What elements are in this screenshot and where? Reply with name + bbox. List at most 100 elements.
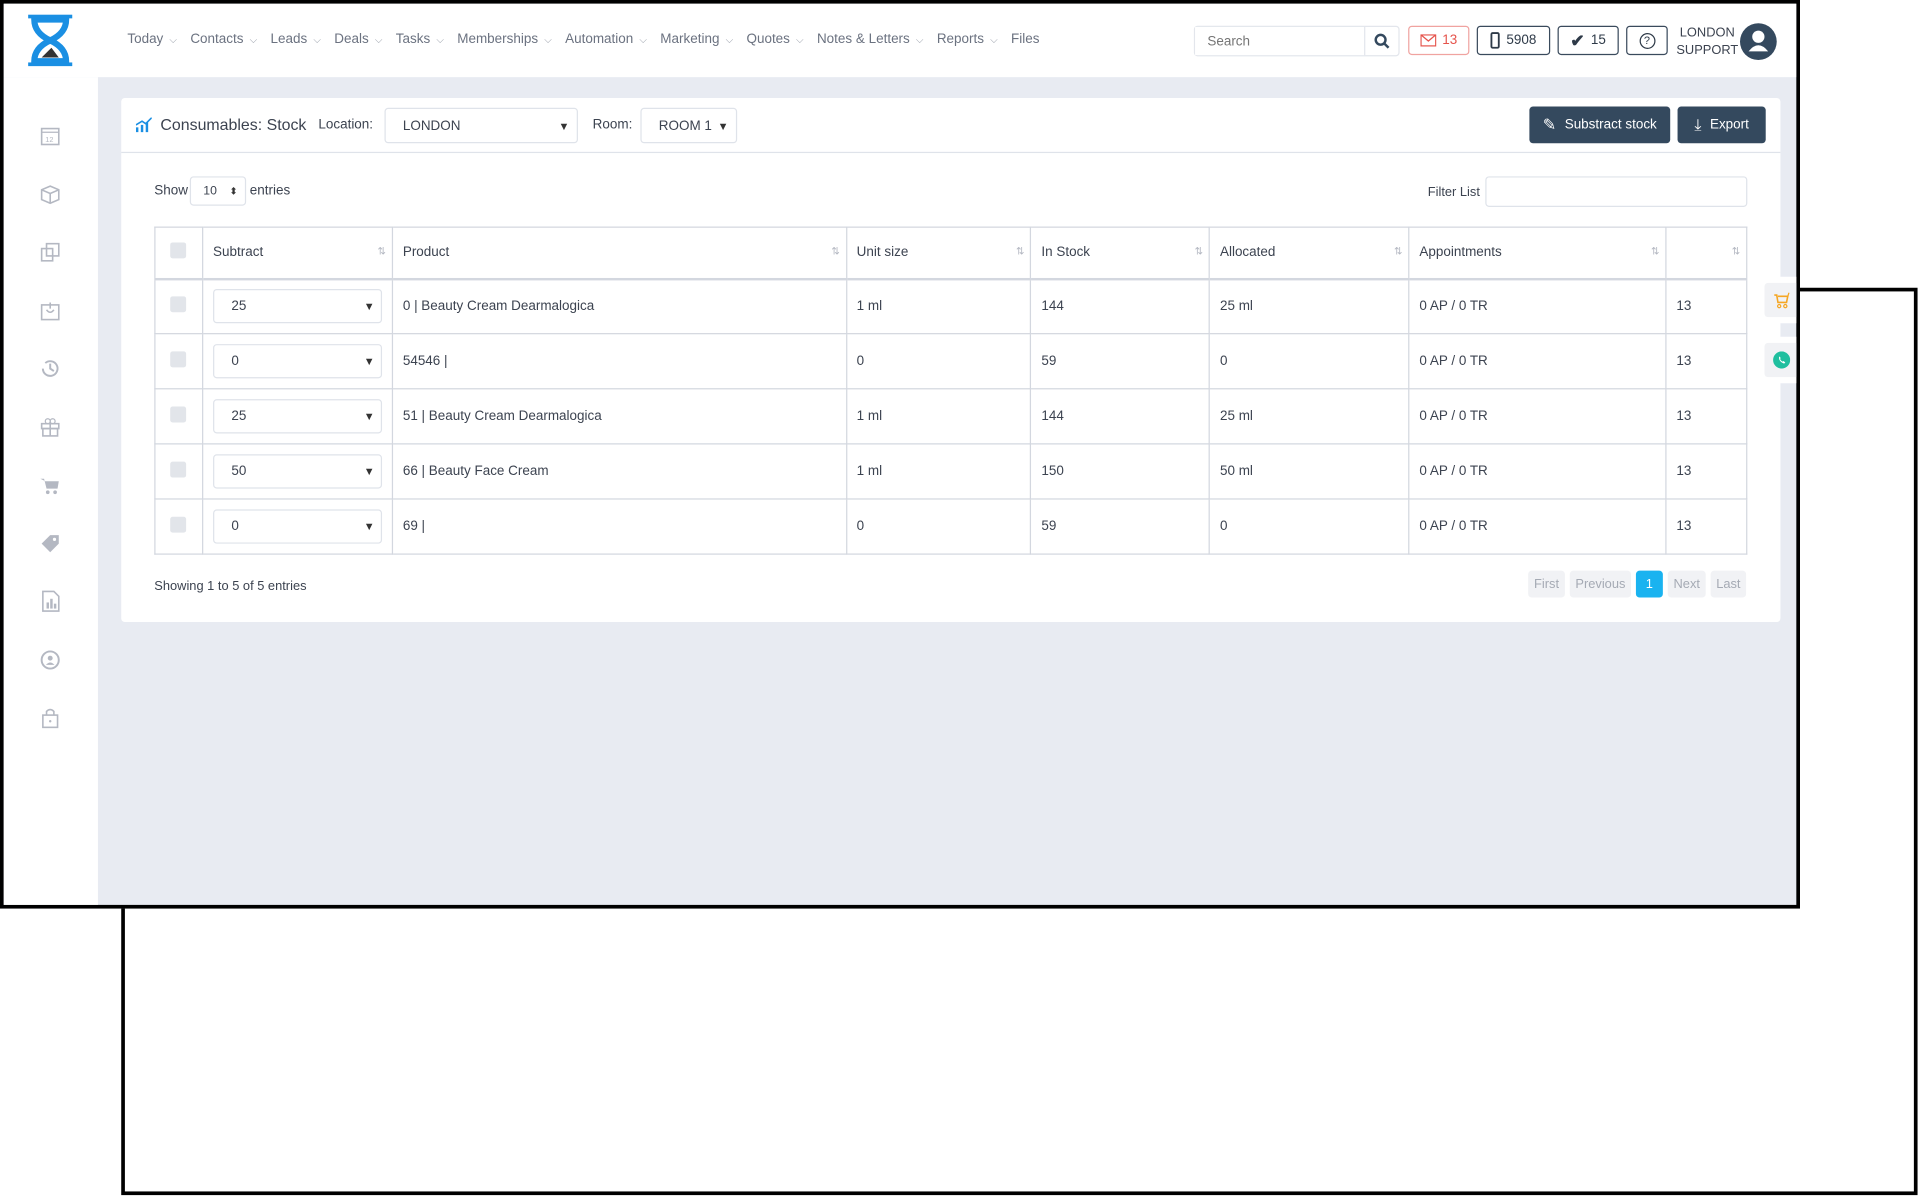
search-input[interactable] <box>1195 26 1365 56</box>
unit-cell: 1 ml <box>845 443 1032 500</box>
room-select[interactable]: ROOM 1 ▼ <box>640 107 738 144</box>
sidebar-item-history[interactable] <box>39 358 61 380</box>
column-label: Subtract <box>213 245 264 260</box>
nav-item-deals[interactable]: Deals ⌵ <box>334 32 382 47</box>
nav-item-contacts[interactable]: Contacts ⌵ <box>190 32 257 47</box>
row-checkbox[interactable] <box>170 406 187 423</box>
select-all-checkbox[interactable] <box>170 242 187 259</box>
nav-item-reports[interactable]: Reports ⌵ <box>937 32 998 47</box>
substract-stock-button[interactable]: ✎ Substract stock <box>1529 106 1671 144</box>
nav-item-memberships[interactable]: Memberships ⌵ <box>457 32 551 47</box>
allocated-cell: 25 ml <box>1208 388 1410 445</box>
subtract-select[interactable]: 0 ▼ <box>213 509 383 544</box>
help-icon: ? <box>1638 32 1655 49</box>
row-checkbox[interactable] <box>170 351 187 368</box>
subtract-select[interactable]: 0 ▼ <box>213 344 383 379</box>
cart-tab[interactable] <box>1760 276 1797 324</box>
unit-cell: 1 ml <box>845 277 1032 335</box>
row-checkbox[interactable] <box>170 296 187 313</box>
user-line2: SUPPORT <box>1676 42 1739 58</box>
extra-cell: 13 <box>1665 277 1748 335</box>
nav-item-today[interactable]: Today ⌵ <box>127 32 177 47</box>
product-cell: 54546 | <box>391 333 847 390</box>
search-button[interactable] <box>1364 26 1398 56</box>
column-header-in-stock[interactable]: In Stock ⇅ <box>1030 226 1211 280</box>
column-header-allocated[interactable]: Allocated ⇅ <box>1208 226 1410 280</box>
tasks-button[interactable]: ✔ 15 <box>1557 25 1619 56</box>
sidebar-item-cart[interactable] <box>39 474 61 496</box>
column-header-product[interactable]: Product ⇅ <box>391 226 847 280</box>
phone-icon <box>1490 32 1501 49</box>
column-header-unit-size[interactable]: Unit size ⇅ <box>845 226 1032 280</box>
phone-button[interactable]: 5908 <box>1476 25 1551 56</box>
filter-input[interactable] <box>1485 176 1748 207</box>
user-line1: LONDON <box>1679 25 1735 41</box>
svg-text:12: 12 <box>45 135 53 144</box>
user-name[interactable]: LONDON SUPPORT <box>1676 24 1738 58</box>
nav-item-label: Memberships <box>457 31 539 47</box>
nav-item-marketing[interactable]: Marketing ⌵ <box>660 32 733 47</box>
column-label: Unit size <box>856 245 909 260</box>
nav-item-label: Automation <box>565 31 634 47</box>
table-row: 0 ▼ 69 | 0 59 0 0 AP / 0 TR 13 <box>154 498 1748 555</box>
page-last[interactable]: Last <box>1710 570 1747 598</box>
stock-cell: 144 <box>1030 277 1211 335</box>
entries-select[interactable]: 10 ⬍ <box>189 176 247 206</box>
export-button[interactable]: ⤓ Export <box>1677 106 1766 144</box>
location-select[interactable]: LONDON ▼ <box>384 107 578 144</box>
row-select-cell <box>154 443 204 500</box>
chevron-down-icon: ⌵ <box>249 34 258 46</box>
sidebar-item-lock[interactable] <box>39 707 61 729</box>
lock-icon <box>42 708 59 729</box>
phone-tab[interactable] <box>1760 336 1797 384</box>
nav-item-automation[interactable]: Automation ⌵ <box>565 32 647 47</box>
tag-icon <box>41 534 59 552</box>
subtract-select[interactable]: 25 ▼ <box>213 399 383 434</box>
row-select-cell <box>154 333 204 390</box>
copy-icon <box>40 242 60 262</box>
room-label: Room: <box>592 117 633 133</box>
nav-item-leads[interactable]: Leads ⌵ <box>271 32 321 47</box>
appointments-cell: 0 AP / 0 TR <box>1408 388 1667 445</box>
nav-item-quotes[interactable]: Quotes ⌵ <box>746 32 803 47</box>
showing-info: Showing 1 to 5 of 5 entries <box>154 579 307 594</box>
sort-icon: ⇅ <box>377 246 386 258</box>
page-first[interactable]: First <box>1528 570 1565 598</box>
avatar[interactable] <box>1740 23 1777 61</box>
column-header-appointments[interactable]: Appointments ⇅ <box>1408 226 1667 280</box>
allocated-cell: 0 <box>1208 333 1410 390</box>
stock-cell: 59 <box>1030 333 1211 390</box>
sidebar-item-inbox[interactable] <box>39 299 61 321</box>
sort-icon: ⇅ <box>1650 246 1660 258</box>
help-button[interactable]: ? <box>1626 25 1668 56</box>
subtract-select[interactable]: 50 ▼ <box>213 454 383 489</box>
sidebar-item-calendar[interactable]: 12 <box>39 125 61 147</box>
column-label: In Stock <box>1041 245 1091 260</box>
nav-item-notes-letters[interactable]: Notes & Letters ⌵ <box>817 32 923 47</box>
column-header-subtract[interactable]: Subtract ⇅ <box>202 226 394 280</box>
nav-item-files[interactable]: Files <box>1011 32 1039 47</box>
nav-item-tasks[interactable]: Tasks ⌵ <box>396 32 444 47</box>
pencil-icon: ✎ <box>1542 115 1557 134</box>
chevron-down-icon: ⌵ <box>436 34 444 46</box>
row-checkbox[interactable] <box>170 461 187 478</box>
export-label: Export <box>1709 117 1749 133</box>
mail-button[interactable]: 13 <box>1408 25 1470 56</box>
extra-cell: 13 <box>1665 443 1748 500</box>
box-icon <box>40 184 60 204</box>
sidebar-item-copy[interactable] <box>39 241 61 263</box>
sidebar: 12 <box>3 77 98 905</box>
subtract-select[interactable]: 25 ▼ <box>213 289 383 324</box>
sidebar-item-box[interactable] <box>39 183 61 205</box>
page-previous[interactable]: Previous <box>1569 570 1632 598</box>
column-header-extra[interactable]: ⇅ <box>1665 226 1748 280</box>
sidebar-item-report[interactable] <box>39 590 61 612</box>
page-next[interactable]: Next <box>1667 570 1706 598</box>
page-1[interactable]: 1 <box>1635 570 1663 598</box>
row-checkbox[interactable] <box>170 516 187 533</box>
sidebar-item-tag[interactable] <box>39 532 61 554</box>
cart-icon <box>40 478 59 495</box>
sidebar-item-user-circle[interactable] <box>39 648 61 670</box>
sidebar-item-gift[interactable] <box>39 416 61 438</box>
chevron-down-icon: ⌵ <box>639 34 647 46</box>
